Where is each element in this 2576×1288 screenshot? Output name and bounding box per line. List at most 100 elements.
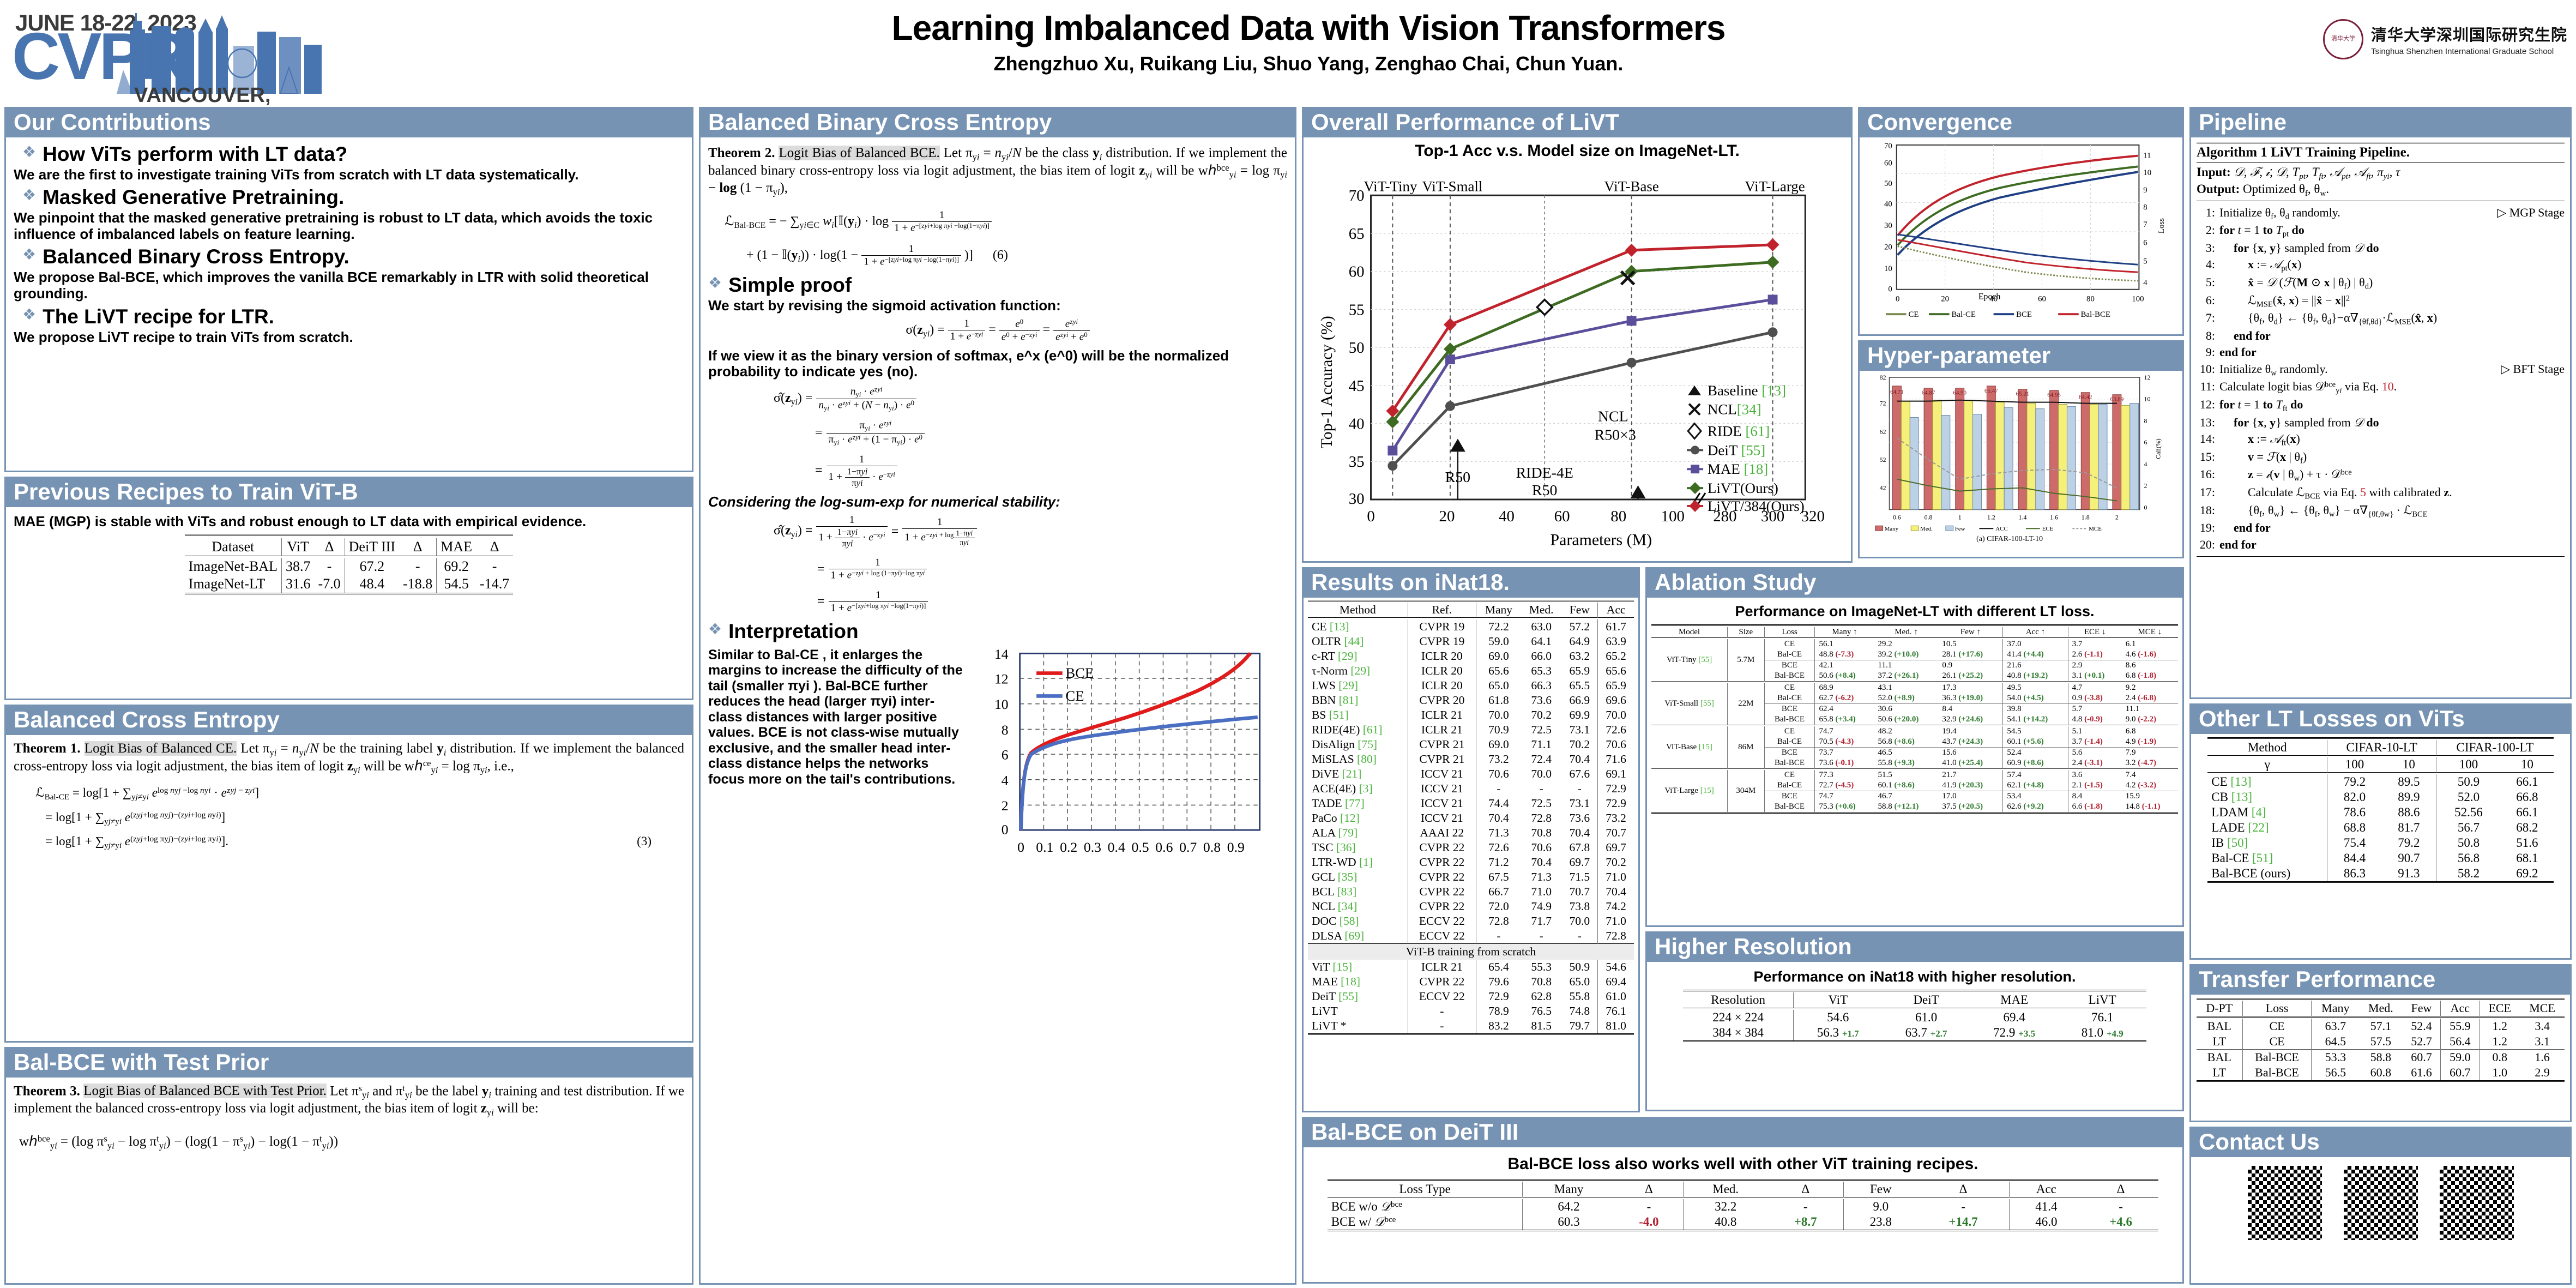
cell-value: 68.2 [2516,820,2538,834]
panel-heading: Balanced Binary Cross Entropy [701,109,1295,137]
svg-text:1.4: 1.4 [2019,513,2027,521]
cell-ref: CVPR 19 [1407,634,1476,649]
affiliation-cn: 清华大学深圳国际研究生院 [2370,27,2567,44]
qr-code-code[interactable] [2340,1162,2421,1243]
y-axis-label: Top-1 Accuracy (%) [1318,316,1336,448]
svg-text:4: 4 [2143,278,2147,287]
col-med: Med. [1683,1182,1768,1197]
algorithm-body: 1: Initialize θf, θd randomly. ▷ MGP Stage… [2197,201,2565,553]
cell-ref: - [1407,1003,1476,1019]
theorem-highlight: Logit Bias of Balanced CE. [84,741,237,756]
panel-heading: Transfer Performance [2191,966,2570,995]
cell-acc: 70.2 [1597,854,1634,870]
panel-heading: Contact Us [2191,1128,2570,1157]
previous-recipes-note: MAE (MGP) is stable with ViTs and robust… [14,513,587,529]
svg-text:Med.: Med. [1920,526,1933,532]
cell-med: 64.1 [1531,634,1552,648]
cell-method: ViT [15] [1312,960,1353,973]
cell-method: LADE [22] [2211,820,2269,834]
table-row: PaCo [12] ICCV 21 70.4 72.8 73.6 73.2 [1308,810,1634,826]
cell-size: 86M [1727,726,1765,769]
equation-number: (3) [637,834,651,848]
cell-acc: 72.8 [1597,928,1634,944]
col-loss: Loss [2242,1001,2312,1017]
cell-acc: 41.4 (+4.4) [2002,649,2068,660]
svg-text:Baseline [13]: Baseline [13] [1708,382,1786,398]
cell-acc: 62.1 (+4.8) [2002,780,2068,791]
cell-many: - [1476,928,1521,944]
diamond-bullet-icon: ❖ [22,246,37,263]
cell-value: 84.4 [2327,850,2382,866]
table-row: MAE [18] CVPR 22 79.6 70.8 65.0 69.4 [1308,974,1634,989]
cell-mce: 4.9 (-1.9) [2125,737,2156,747]
cell-mce: 9.2 [2125,683,2136,693]
svg-text:6: 6 [2144,438,2147,446]
table-row: LT CE 64.5 57.5 52.7 56.4 1.2 3.1 [2197,1034,2565,1050]
svg-text:8: 8 [1002,722,1009,738]
svg-text:10: 10 [994,696,1009,712]
panel-heading: Ablation Study [1647,569,2182,598]
cell-acc: 59.0 [2440,1049,2480,1066]
cell-acc: 76.1 [1597,1003,1634,1019]
bce-ce-curve-chart: 14 12 10 8 6 4 2 0 0 0.1 0.2 0.3 0.4 0.5 0.6 0.7… [994,646,1261,855]
cell-method: CE [13] [2211,774,2252,789]
table-row: LT Bal-BCE 56.5 60.8 61.6 60.7 1.0 2.9 [2197,1065,2565,1081]
cell-med: 55.8 (+9.3) [1878,759,1915,768]
cell-many: 70.5 (-4.3) [1814,737,1874,748]
cell-med: 58.8 [2370,1050,2392,1064]
cell-few: 64.9 [1569,634,1590,648]
qr-code-paper[interactable] [2244,1162,2325,1243]
diamond-bullet-icon: ❖ [22,143,37,160]
cell-mce: 3.4 [2535,1019,2550,1033]
col-acc: Acc [1597,603,1634,618]
cell-method: LWS [29] [1312,678,1358,692]
svg-text:ECE: ECE [2042,526,2054,532]
cell-many: 75.3 (+0.6) [1814,802,1874,813]
cell-mce: 3.1 [2535,1034,2550,1049]
cell-many: 72.2 [1476,619,1521,634]
col-delta3: Δ [1959,1182,1968,1196]
higher-res-subtitle: Performance on iNat18 with higher resolu… [1753,968,2076,985]
table-header-row: Method CIFAR-10-LT CIFAR-100-LT [2207,740,2554,756]
cell-loss: CE [1764,683,1815,694]
cell-value: 90.7 [2398,851,2420,865]
cell-value: 86.3 [2327,865,2382,882]
cell-few: 70.4 [1569,752,1590,766]
cell-few: 52.7 [2411,1034,2432,1049]
gamma-value: 100 [2436,757,2501,773]
svg-text:0.6: 0.6 [1893,513,1901,521]
cell-method: CE [13] [1312,619,1349,633]
table-row: NCL [34] CVPR 22 72.0 74.9 73.8 74.2 [1308,899,1634,914]
algo-line: 9: end for [2205,345,2257,359]
col-loss-type: Loss Type [1399,1182,1451,1196]
panel-pipeline: Pipeline Algorithm 1 LiVT Training Pipel… [2189,107,2572,699]
svg-text:LiVT(Ours): LiVT(Ours) [1708,480,1778,496]
svg-text:35: 35 [1349,453,1365,471]
cell-few: 36.3 (+19.0) [1942,694,1983,703]
table-row: Bal-BCE (ours) 86.3 91.3 58.2 69.2 [2207,865,2554,882]
cell-value: 66.8 [2516,790,2538,804]
algo-line: 14: x := 𝒜ft(x) [2199,432,2300,448]
svg-text:8: 8 [2144,417,2147,424]
cell-few: - [1577,929,1582,942]
ride-open-diamond [1535,298,1554,316]
cell-mce: 4.2 (-3.2) [2125,781,2156,790]
cell-loss: BCE [1764,660,1815,671]
table-row: BCL [83] CVPR 22 66.7 71.0 70.7 70.4 [1308,884,1634,899]
cell-med: 66.0 [1531,649,1552,663]
cell-med: 46.5 [1878,748,1892,757]
table-previous-recipes: Dataset ViT Δ DeiT III Δ MAE Δ ImageNet-… [184,534,514,596]
cell-med: 57.5 [2370,1034,2392,1049]
annotation-r50x3: R50×3 [1595,426,1636,443]
cell-few: - [1577,781,1582,795]
svg-text:10: 10 [1884,264,1892,273]
svg-text:100: 100 [2132,294,2144,303]
table-header-row: Resolution ViT DeiT MAE LiVT [1683,992,2146,1008]
cell-mce: 7.9 [2125,748,2136,757]
col-mae: MAE [2000,993,2029,1007]
proof-line-1: We start by revising the sigmoid activat… [708,297,1061,314]
cell-ece: 1.2 [2479,1034,2520,1050]
algo-line: 20: end for [2199,537,2257,551]
qr-code-contact[interactable] [2436,1162,2517,1243]
cell-med: 60.8 [2370,1066,2392,1080]
